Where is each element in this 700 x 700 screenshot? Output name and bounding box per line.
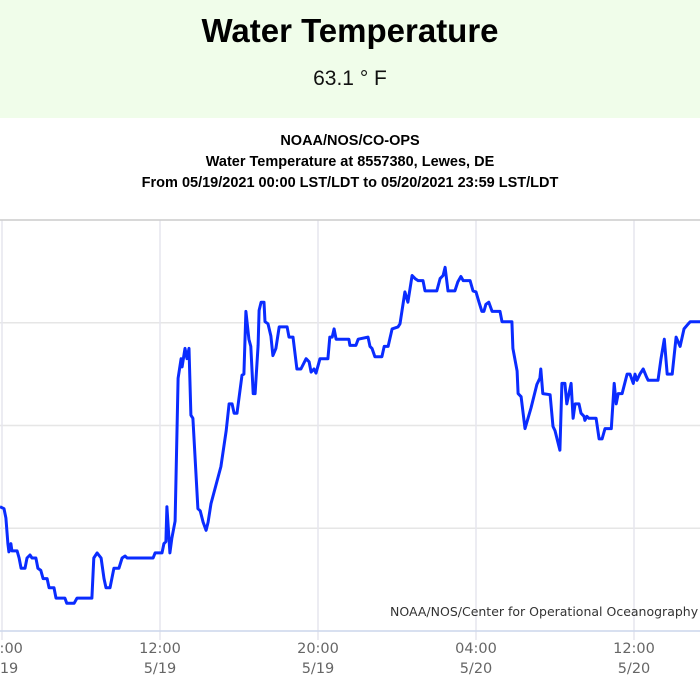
current-temperature-value: 63.1 ° F	[313, 67, 387, 90]
x-tick-label-date: 5/19	[144, 661, 177, 677]
x-tick-label-time: 04:00	[455, 641, 497, 657]
chart-title: NOAA/NOS/CO-OPS Water Temperature at 855…	[0, 131, 700, 194]
chart-title-agency: NOAA/NOS/CO-OPS	[280, 133, 420, 149]
x-tick-label-time: 04:00	[0, 641, 23, 657]
chart-title-range: From 05/19/2021 00:00 LST/LDT to 05/20/2…	[141, 175, 559, 191]
x-tick-label-date: 5/20	[460, 661, 493, 677]
current-reading-header: Water Temperature 63.1 ° F	[0, 0, 700, 118]
x-tick-label-date: 5/20	[618, 661, 651, 677]
x-tick-label-date: 5/19	[302, 661, 335, 677]
page-title: Water Temperature	[201, 12, 499, 49]
chart-title-station: Water Temperature at 8557380, Lewes, DE	[205, 154, 495, 170]
x-tick-label-date: 5/19	[0, 661, 18, 677]
series-line-water-temperature	[0, 265, 700, 605]
x-tick-label-time: 20:00	[297, 641, 339, 657]
x-tick-label-time: 12:00	[613, 641, 655, 657]
chart-credit: NOAA/NOS/Center for Operational Oceanogr…	[390, 604, 699, 619]
x-tick-label-time: 12:00	[139, 641, 181, 657]
